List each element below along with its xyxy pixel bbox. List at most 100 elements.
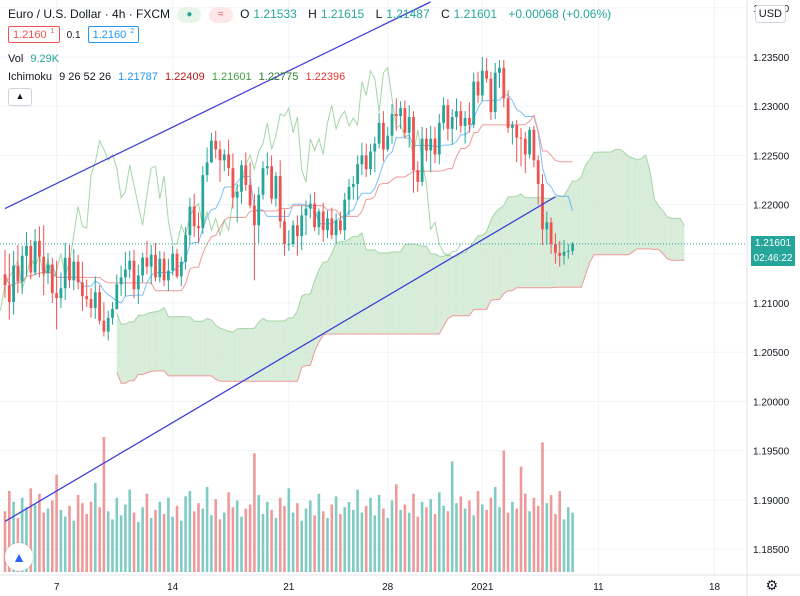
sell-price: 1.2160: [13, 28, 47, 41]
volume-bar: [519, 466, 523, 572]
conversion-line: [4, 94, 574, 304]
cloud-segment: [327, 253, 332, 334]
candle-body: [244, 165, 248, 185]
volume-bar: [438, 492, 441, 572]
tradingview-logo-icon[interactable]: ▲: [5, 543, 33, 571]
cloud-segment: [168, 316, 173, 376]
volume-bar: [489, 497, 493, 572]
volume-bar: [235, 500, 239, 572]
candle-body: [171, 253, 175, 271]
cloud-segment: [237, 328, 242, 382]
price-tick-label: 1.23000: [753, 102, 790, 113]
candle-body: [231, 168, 235, 198]
cloud-segment: [284, 317, 289, 382]
volume-bar: [463, 508, 467, 572]
cloud-segment: [155, 310, 160, 371]
cloud-segment: [490, 212, 496, 301]
cloud-segment: [357, 233, 362, 334]
cloud-segment: [159, 307, 165, 371]
time-axis[interactable]: 7 14 21 28 2021 11 18: [54, 582, 721, 593]
candle-body: [283, 221, 286, 244]
cloud-segment: [460, 252, 466, 316]
trend-lines[interactable]: [4, 1, 556, 523]
candle-body: [270, 166, 273, 199]
last-price-tag: 1.21601: [751, 236, 795, 251]
candle-body: [566, 250, 570, 252]
cloud-segment: [134, 315, 139, 381]
candle-body: [498, 67, 501, 73]
candle-body: [205, 162, 209, 176]
candle-body: [377, 122, 381, 144]
cloud-segment: [443, 254, 448, 327]
volume-bar: [545, 503, 549, 572]
volume-bar: [412, 493, 415, 572]
candle-body: [545, 222, 549, 230]
candle-body: [106, 317, 110, 332]
candle-body: [261, 168, 265, 195]
ichimoku-legend[interactable]: Ichimoku 9 26 52 26 1.21787 1.22409 1.21…: [8, 71, 349, 83]
candle-body: [489, 78, 493, 113]
candle-body: [382, 122, 385, 150]
candle-body: [437, 122, 441, 155]
compare-icon[interactable]: ≈: [208, 7, 233, 23]
cloud-segment: [516, 194, 521, 288]
cloud-segment: [280, 320, 285, 382]
volume-bar: [261, 513, 265, 572]
collapse-legend-icon[interactable]: ▲: [8, 88, 32, 106]
cloud-segment: [349, 236, 354, 334]
volume-bar: [373, 515, 377, 572]
volume-legend[interactable]: Vol 9.29K: [8, 53, 63, 65]
volume-bar: [184, 496, 187, 572]
volume-bar: [343, 507, 346, 572]
candle-body: [450, 117, 454, 129]
upper-channel-line[interactable]: [4, 1, 431, 210]
market-status-icon[interactable]: ●: [177, 7, 202, 23]
volume-bar: [253, 453, 256, 572]
candle-body: [291, 225, 295, 244]
cloud-segment: [323, 261, 328, 335]
currency-button[interactable]: USD: [754, 5, 786, 23]
candle-body: [343, 199, 347, 231]
ohlc-low-value: 1.21487: [386, 7, 430, 22]
gear-icon[interactable]: ⚙: [765, 577, 778, 593]
volume-bar: [98, 507, 101, 572]
volume-bar: [493, 486, 497, 572]
volume-bar: [369, 497, 372, 572]
candle-body: [356, 164, 359, 184]
volume-bar: [12, 501, 15, 572]
volume-bar: [223, 512, 226, 572]
volume-bar: [128, 489, 131, 572]
cloud-segment: [400, 244, 405, 334]
buy-button[interactable]: 1.2160 2: [87, 26, 140, 43]
price-tick-label: 1.21000: [753, 299, 790, 310]
cloud-segment: [619, 149, 625, 255]
volume-bar: [455, 503, 458, 572]
cloud-segment: [529, 197, 534, 288]
volume-bar: [481, 504, 484, 572]
cloud-segment: [125, 321, 130, 384]
symbol-title[interactable]: Euro / U.S. Dollar · 4h · FXCM: [8, 7, 171, 22]
volume-bar: [468, 500, 471, 572]
volume-bar: [472, 515, 475, 572]
volume-bar: [330, 504, 334, 572]
candle-body: [429, 138, 433, 151]
volume-bar: [20, 497, 24, 572]
volume-bar: [248, 504, 252, 572]
cloud-segment: [344, 239, 349, 334]
cloud-segment: [263, 318, 268, 382]
volume-bar: [352, 509, 355, 572]
cloud-segment: [495, 208, 500, 300]
volume-bar: [175, 505, 179, 572]
sell-button[interactable]: 1.2160 1: [8, 26, 60, 43]
volume-bar: [63, 516, 67, 572]
lower-channel-line[interactable]: [4, 196, 556, 523]
cloud-segment: [559, 195, 564, 288]
volume-bar: [407, 512, 411, 572]
candle-body: [339, 220, 342, 231]
candle-body: [141, 257, 144, 276]
volume-bar: [154, 509, 157, 572]
cloud-segment: [615, 149, 620, 255]
ichimoku-conversion-value: 1.21787: [118, 71, 158, 83]
candle-body: [184, 235, 187, 262]
